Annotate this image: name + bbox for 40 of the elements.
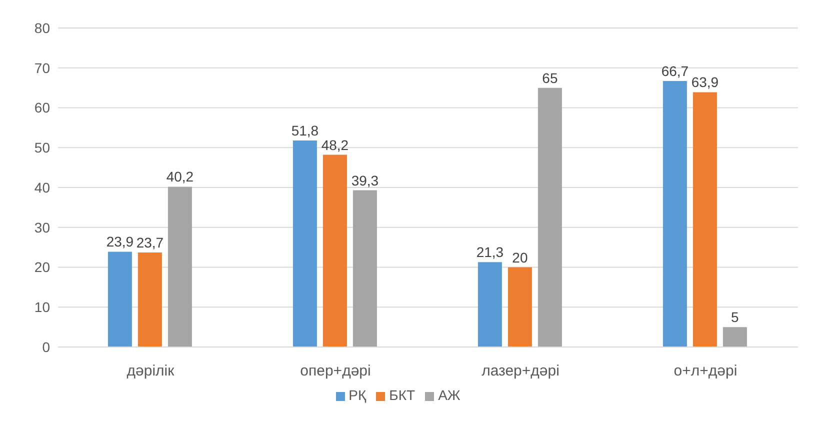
data-label: 39,3 bbox=[351, 172, 379, 188]
y-tick-label: 80 bbox=[34, 20, 50, 36]
data-label: 23,9 bbox=[106, 234, 134, 250]
bar bbox=[108, 252, 132, 347]
data-label: 20 bbox=[512, 249, 528, 266]
y-tick-label: 70 bbox=[34, 60, 50, 76]
x-tick-label: дәрілік bbox=[126, 362, 175, 380]
y-tick-label: 50 bbox=[34, 140, 50, 156]
bar bbox=[692, 92, 717, 347]
bar bbox=[722, 327, 747, 347]
legend-label: РҚ bbox=[348, 387, 366, 403]
y-tick-label: 20 bbox=[34, 259, 50, 276]
y-tick-label: 60 bbox=[34, 100, 50, 116]
data-label: 5 bbox=[731, 309, 740, 326]
bar bbox=[168, 186, 192, 347]
data-label: 63,9 bbox=[691, 74, 719, 90]
legend-label: АЖ bbox=[438, 387, 460, 403]
bar bbox=[478, 262, 502, 347]
data-label: 48,2 bbox=[321, 136, 349, 153]
bar bbox=[538, 88, 562, 347]
x-tick-label: лазер+дәрі bbox=[482, 362, 560, 380]
legend-label: БКТ bbox=[389, 387, 416, 403]
data-label: 51,8 bbox=[291, 122, 319, 138]
bar bbox=[292, 140, 317, 347]
data-label: 21,3 bbox=[476, 244, 504, 260]
bar bbox=[322, 154, 347, 347]
y-tick-label: 10 bbox=[34, 299, 50, 316]
bar bbox=[352, 190, 377, 347]
y-tick-label: 0 bbox=[42, 338, 50, 355]
x-tick-label: о+л+дәрі bbox=[674, 362, 738, 380]
x-tick-label: опер+дәрі bbox=[300, 362, 371, 380]
bar bbox=[138, 252, 162, 347]
data-label: 65 bbox=[542, 70, 558, 86]
data-label: 40,2 bbox=[166, 168, 194, 185]
y-tick-label: 30 bbox=[34, 219, 50, 236]
bar bbox=[508, 267, 532, 347]
data-label: 66,7 bbox=[661, 63, 689, 80]
y-tick-label: 40 bbox=[34, 179, 50, 196]
bar bbox=[662, 81, 687, 347]
data-label: 23,7 bbox=[136, 234, 164, 250]
